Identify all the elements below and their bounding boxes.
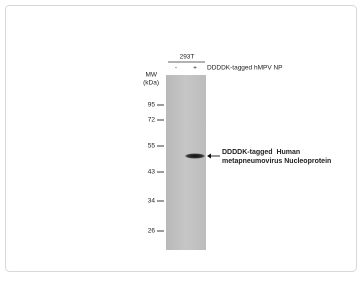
marker-label: 55 <box>148 143 156 150</box>
sample-label: 293T <box>180 54 195 61</box>
figure: 293T - + DDDDK-tagged hMPV NP MW (kDa) 9… <box>0 0 362 277</box>
protein-band <box>185 153 205 158</box>
lane-sign: - <box>175 65 177 72</box>
blot-membrane <box>166 75 206 250</box>
lane-label: DDDDK-tagged hMPV NP <box>207 65 283 72</box>
marker-label: 43 <box>148 169 156 176</box>
marker-label: 26 <box>148 228 156 235</box>
annotation: metapneumovirus Nucleoprotein <box>222 158 331 165</box>
annotation: DDDDK-tagged Human <box>222 149 300 156</box>
marker-label: 72 <box>148 117 156 124</box>
lane-sign: + <box>193 65 197 72</box>
marker-label: 95 <box>148 102 156 109</box>
page: 293T - + DDDDK-tagged hMPV NP MW (kDa) 9… <box>0 0 362 277</box>
marker-label: 34 <box>148 198 156 205</box>
mw-unit: (kDa) <box>143 80 159 87</box>
mw-label: MW <box>145 72 157 79</box>
